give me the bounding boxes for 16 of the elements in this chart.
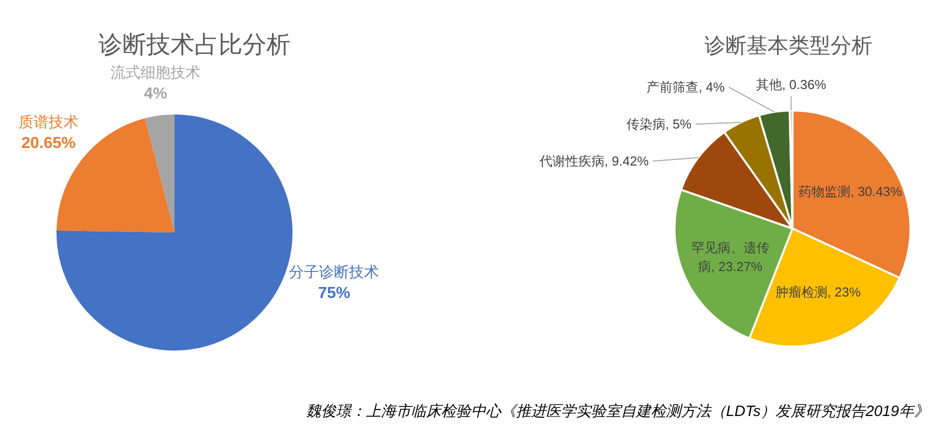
slice-label: 肿瘤检测, 23% bbox=[775, 284, 862, 300]
slice-label: 分子诊断技术 bbox=[289, 264, 380, 281]
chart-title: 诊断技术占比分析 bbox=[98, 32, 290, 58]
data-label: 20.65% bbox=[21, 135, 76, 152]
slice-label: 传染病, 5% bbox=[626, 116, 692, 132]
slice-label: 其他, 0.36% bbox=[756, 77, 827, 92]
data-label: 4% bbox=[144, 85, 168, 102]
data-label: 75% bbox=[318, 284, 350, 302]
slice-label: 罕见病、遗传病, 23.27% bbox=[691, 240, 770, 274]
slice-label: 流式细胞技术 bbox=[110, 64, 201, 82]
slice-label: 药物监测, 30.43% bbox=[798, 184, 902, 200]
chart-title: 诊断基本类型分析 bbox=[704, 34, 872, 58]
slice-label: 产前筛查, 4% bbox=[646, 80, 726, 95]
slice-label: 代谢性疾病, 9.42% bbox=[538, 154, 650, 169]
text: 魏俊璟：上海市临床检验中心《推进医学实验室自建检测方法（LDTs）发展研究报告2019年》 bbox=[306, 402, 929, 422]
slice-label: 质谱技术 bbox=[18, 114, 78, 132]
